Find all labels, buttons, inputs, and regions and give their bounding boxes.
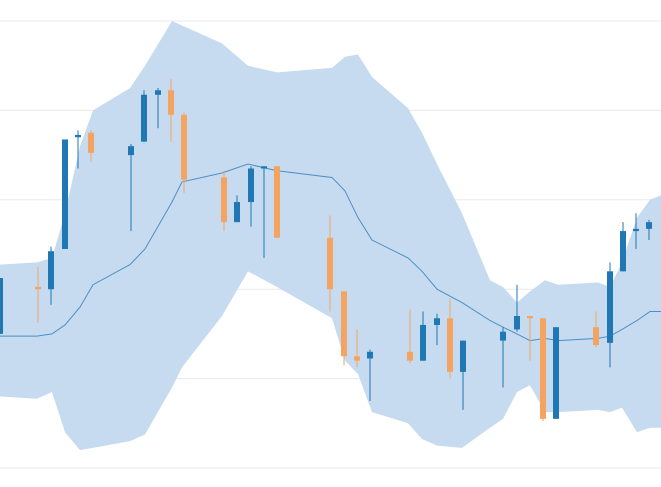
candle-body-up [420, 324, 426, 361]
candle [274, 166, 280, 238]
candle-body-down [407, 351, 413, 361]
candle [0, 278, 3, 334]
candle-body-down [341, 291, 347, 357]
candle-body-up [48, 251, 54, 290]
candle-body-down [447, 318, 453, 372]
candle [607, 262, 613, 368]
candle-body-up [646, 222, 652, 229]
candle [181, 112, 187, 194]
candle-body-down [274, 166, 280, 238]
candle-body-down [35, 286, 41, 290]
candle-body-up [633, 228, 639, 232]
candle-body-up [261, 166, 267, 169]
candle-body-up [434, 318, 440, 325]
candle-body-down [221, 177, 227, 223]
candle [646, 219, 652, 241]
candles [0, 79, 652, 422]
candle-body-up [607, 271, 613, 343]
candle [141, 90, 147, 142]
candle [420, 311, 426, 361]
candle-body-down [181, 114, 187, 180]
candle [62, 139, 68, 249]
candle [327, 215, 333, 312]
candle-body-down [540, 318, 546, 419]
candle-body-up [234, 202, 240, 223]
candle [248, 166, 254, 227]
candle-body-down [354, 356, 360, 361]
candle-body-up [248, 168, 254, 203]
candle-body-up [367, 351, 373, 359]
candle [261, 166, 267, 258]
candle [633, 213, 639, 249]
candle [48, 246, 54, 305]
candle-body-down [168, 90, 174, 115]
candle-body-down [327, 237, 333, 290]
candle [500, 327, 506, 388]
candle-body-up [128, 146, 134, 156]
candle-body-down [88, 132, 94, 153]
candle-body-up [155, 90, 161, 95]
candle [434, 313, 440, 346]
candle [221, 170, 227, 232]
candle-body-up [75, 134, 81, 138]
candle-body-up [460, 340, 466, 372]
candle [514, 284, 520, 332]
candle-body-up [141, 94, 147, 142]
candle [527, 316, 533, 361]
candle [35, 266, 41, 323]
candle [540, 318, 546, 422]
candle [234, 195, 240, 223]
candle [128, 143, 134, 232]
candle [620, 222, 626, 272]
candle [447, 298, 453, 379]
candle [168, 79, 174, 142]
candle [88, 130, 94, 162]
candle [155, 88, 161, 129]
candle-body-up [553, 327, 559, 419]
candle [354, 329, 360, 368]
candle-body-down [527, 316, 533, 319]
candle [460, 340, 466, 410]
candle-body-up [500, 331, 506, 341]
candle [341, 291, 347, 366]
candle-body-up [0, 278, 3, 334]
candle [407, 309, 413, 363]
candle [593, 311, 599, 348]
candle-body-up [62, 139, 68, 249]
candle-body-up [620, 231, 626, 272]
candle [553, 327, 559, 419]
candle [75, 130, 81, 169]
candle-body-down [593, 327, 599, 346]
band-middle-line [0, 163, 661, 342]
candle-body-up [514, 316, 520, 330]
candle [367, 349, 373, 401]
